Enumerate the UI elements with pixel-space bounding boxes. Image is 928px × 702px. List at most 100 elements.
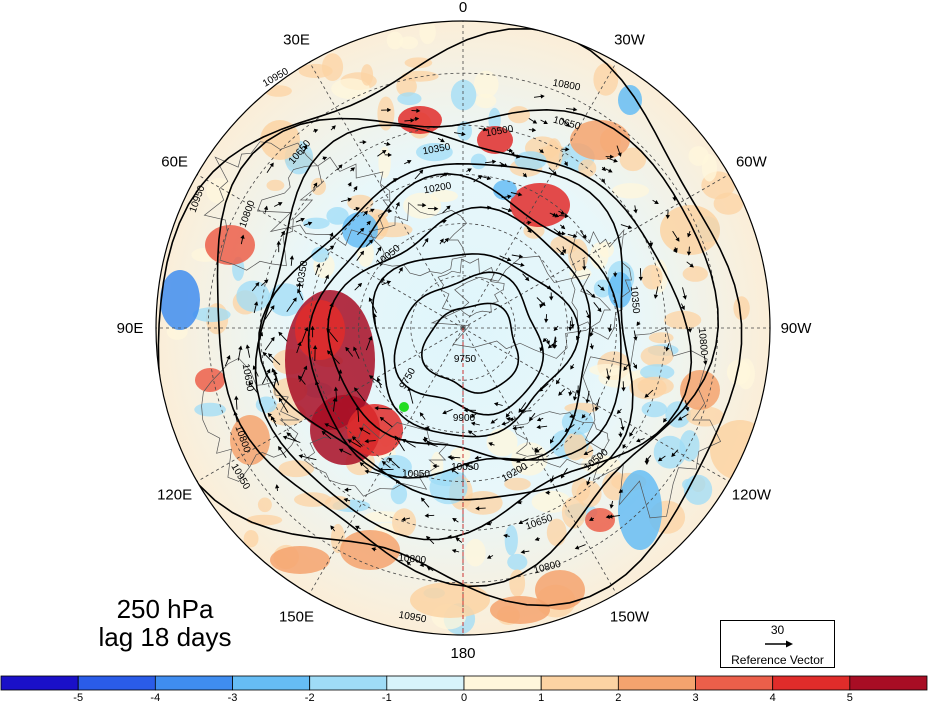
wind-vector-head: [609, 154, 615, 159]
wind-vector-head: [370, 208, 375, 213]
height-contour: [307, 172, 622, 479]
wind-vector-head: [394, 435, 399, 441]
wind-vector-head: [406, 561, 411, 566]
wind-vector-head: [552, 171, 557, 176]
wind-vector-head: [532, 119, 538, 124]
longitude-label: 0: [459, 0, 467, 16]
anomaly-patch: [618, 470, 662, 550]
anomaly-patch: [535, 570, 585, 610]
wind-vector-head: [440, 138, 445, 143]
anomaly-patch: [206, 177, 233, 204]
anomaly-patch: [470, 153, 487, 170]
wind-vector-head: [326, 328, 331, 333]
wind-vector-head: [303, 365, 308, 371]
contour-label: 10050: [451, 462, 479, 473]
wind-vector-head: [252, 365, 257, 370]
anomaly-patch: [509, 569, 526, 597]
anomaly-patch: [450, 79, 477, 111]
anomaly-patch: [683, 474, 713, 505]
wind-vector-head: [463, 408, 468, 413]
anomaly-patch: [246, 514, 283, 526]
wind-vector-head: [575, 335, 581, 341]
colorbar-swatch: [386, 675, 465, 691]
wind-vector-head: [551, 343, 556, 349]
contour-label: 10650: [240, 363, 256, 393]
wind-vector-head: [388, 208, 393, 214]
anomaly-patch: [270, 546, 330, 574]
wind-vector-head: [401, 517, 406, 522]
anomaly-patch: [564, 432, 587, 461]
wind-vector-head: [386, 280, 392, 285]
wind-vector-head: [572, 233, 578, 238]
wind-vector-head: [622, 444, 627, 449]
wind-vector-head: [665, 214, 670, 220]
anomaly-patch: [236, 280, 270, 312]
longitude-label: 90E: [117, 320, 144, 337]
coastline: [368, 201, 467, 277]
anomaly-patch: [372, 222, 413, 238]
colorbar-tick-label: 3: [692, 692, 698, 702]
wind-vector-head: [424, 513, 429, 518]
wind-vector-head: [623, 366, 628, 371]
wind-vector-head: [553, 326, 558, 332]
contour-label: 10350: [628, 285, 641, 314]
wind-vector-head: [387, 107, 392, 113]
coastline: [569, 228, 632, 340]
anomaly-patch: [430, 190, 458, 202]
wind-vector-head: [585, 399, 590, 404]
wind-vector-head: [355, 405, 361, 410]
wind-vector-head: [672, 196, 677, 202]
wind-vector-head: [671, 452, 676, 457]
wind-vector-head: [589, 345, 594, 350]
wind-vector-head: [292, 297, 297, 302]
wind-vector-head: [354, 525, 360, 530]
anomaly-patch: [561, 496, 587, 529]
wind-vector-head: [353, 185, 358, 191]
wind-vector-head: [300, 217, 305, 222]
wind-vector-head: [556, 230, 562, 235]
longitude-label: 120E: [157, 487, 192, 504]
anomaly-patch: [660, 205, 720, 255]
wind-vector-head: [464, 463, 469, 468]
anomaly-patch: [569, 267, 592, 280]
wind-vector-head: [371, 547, 376, 552]
wind-vector-head: [357, 282, 363, 288]
wind-vector-head: [675, 237, 680, 242]
wind-vector-head: [398, 267, 403, 272]
wind-vector-head: [589, 332, 594, 337]
contour-label: 10800: [696, 327, 709, 356]
wind-vector-head: [512, 425, 517, 431]
anomaly-patch: [611, 183, 650, 199]
anomaly-patch: [504, 525, 518, 556]
wind-vector-head: [381, 149, 387, 155]
wind-vector-head: [347, 197, 353, 202]
wind-vector-head: [644, 460, 649, 466]
polar-map: 1095010950109501095010800108001080010800…: [117, 0, 813, 662]
wind-vector-head: [368, 239, 374, 244]
wind-vector-head: [581, 413, 586, 419]
wind-vector-head: [419, 562, 424, 568]
wind-vector-head: [307, 221, 313, 226]
wind-vector-head: [560, 474, 565, 479]
anomaly-patch: [486, 428, 518, 457]
height-contour: [371, 253, 580, 438]
wind-vector-head: [561, 231, 566, 236]
anomaly-patch: [266, 179, 285, 191]
anomaly-patch: [477, 126, 513, 154]
wind-vector-head: [544, 318, 549, 324]
anomaly-patch: [396, 76, 417, 97]
wind-vector-head: [570, 365, 575, 370]
wind-vector-head: [416, 108, 421, 113]
wind-vector-head: [633, 364, 637, 370]
wind-vector-head: [424, 237, 429, 243]
wind-vectors: [224, 94, 708, 572]
wind-vector-head: [315, 380, 320, 386]
wind-vector-head: [238, 345, 243, 350]
anomaly-patch: [416, 143, 453, 162]
wind-vector-head: [455, 537, 460, 542]
wind-vector-head: [467, 430, 473, 435]
wind-vector-head: [636, 438, 641, 443]
wind-vector-head: [326, 350, 332, 355]
wind-vector-head: [620, 426, 625, 431]
anomaly-patch: [401, 70, 439, 82]
